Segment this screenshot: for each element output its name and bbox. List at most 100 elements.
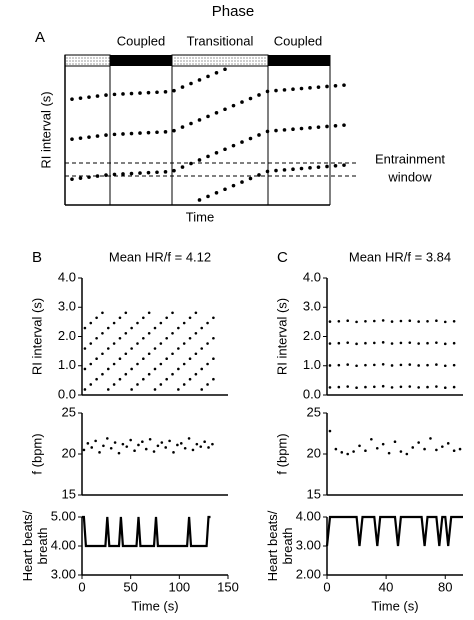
schematic-dot (70, 137, 74, 141)
point (373, 363, 376, 367)
point (182, 342, 186, 345)
point (142, 316, 145, 320)
point (191, 448, 195, 452)
y-tick-label: 25 (307, 404, 321, 419)
point (435, 448, 438, 452)
y-tick-label: 4.0 (303, 269, 321, 284)
point (200, 347, 204, 350)
schematic-dot (163, 130, 168, 134)
schematic-dot (95, 174, 100, 178)
schematic-dot (265, 169, 270, 174)
point (443, 320, 447, 324)
phase-label: Coupled (117, 33, 165, 48)
point (211, 442, 214, 446)
point (182, 321, 186, 325)
schematic-dot (155, 130, 159, 135)
point (153, 367, 157, 371)
point (102, 444, 105, 448)
point (165, 336, 168, 340)
point (337, 385, 341, 389)
point (381, 319, 385, 322)
point (177, 326, 180, 330)
point (101, 331, 104, 335)
schematic-dot (333, 84, 338, 88)
schematic-dot (78, 176, 83, 180)
phase-label: Transitional (187, 33, 254, 48)
schematic-dot (95, 94, 100, 98)
schematic-dot (342, 123, 346, 127)
schematic-dot (180, 165, 185, 169)
point (130, 326, 133, 330)
schematic-dot (189, 121, 193, 126)
point (188, 357, 192, 361)
point (112, 362, 116, 366)
schematic-dot (308, 86, 312, 90)
point (176, 443, 179, 447)
point (328, 364, 332, 367)
point (95, 336, 98, 340)
point (340, 451, 344, 454)
point (206, 383, 209, 386)
point (168, 439, 171, 443)
point (142, 357, 145, 361)
x-tick-label: 100 (168, 579, 190, 594)
schematic-dot (129, 171, 134, 176)
point (136, 362, 139, 366)
point (399, 319, 403, 323)
point (206, 342, 209, 345)
point (83, 367, 87, 371)
point (177, 347, 180, 350)
point (426, 319, 429, 323)
schematic-dot (189, 81, 193, 86)
phase-bar (171, 54, 269, 67)
point (98, 451, 101, 454)
point (405, 452, 409, 456)
schematic-dot (112, 132, 117, 137)
point (147, 311, 151, 315)
schematic-dot (214, 191, 219, 195)
point (83, 347, 87, 350)
schematic-dot (78, 96, 83, 100)
point (443, 386, 447, 389)
point (399, 363, 403, 367)
point (142, 377, 145, 381)
y-tick-label: 3.0 (303, 299, 321, 314)
point (159, 383, 163, 386)
point (101, 352, 104, 356)
point (141, 440, 144, 444)
schematic-dot (342, 163, 346, 167)
schematic-dot (333, 124, 338, 128)
panel-label: C (277, 249, 288, 266)
point (136, 342, 139, 345)
point (172, 451, 175, 454)
schematic-dot (223, 67, 227, 72)
y-tick-label: 15 (62, 486, 76, 501)
schematic-dot (112, 92, 117, 97)
schematic-dot (299, 166, 304, 171)
schematic-dot (172, 168, 176, 173)
point (188, 377, 192, 381)
schematic-dot (274, 168, 278, 173)
x-tick-label: 40 (379, 579, 393, 594)
point (364, 319, 367, 323)
y-tick-label: 20 (62, 445, 76, 460)
schematic-dot (70, 177, 74, 181)
point (452, 385, 456, 389)
chart: 15 20 25 f (bpm) (274, 404, 463, 501)
point (194, 311, 198, 315)
y-axis-label: f (bpm) (274, 433, 289, 474)
point (144, 447, 148, 451)
phase-bar (110, 55, 172, 66)
schematic-dot (180, 85, 185, 89)
point (346, 385, 349, 388)
annotation: window (387, 169, 432, 184)
y-tick-label: 1.0 (303, 357, 321, 372)
y-axis-label: f (bpm) (29, 433, 44, 474)
point (435, 319, 438, 323)
point (364, 341, 367, 345)
y-tick-label: 5.00 (51, 508, 76, 523)
schematic-dot (257, 173, 261, 177)
y-axis-label: Heart beats/ (265, 510, 280, 581)
point (106, 347, 110, 350)
point (408, 385, 412, 388)
